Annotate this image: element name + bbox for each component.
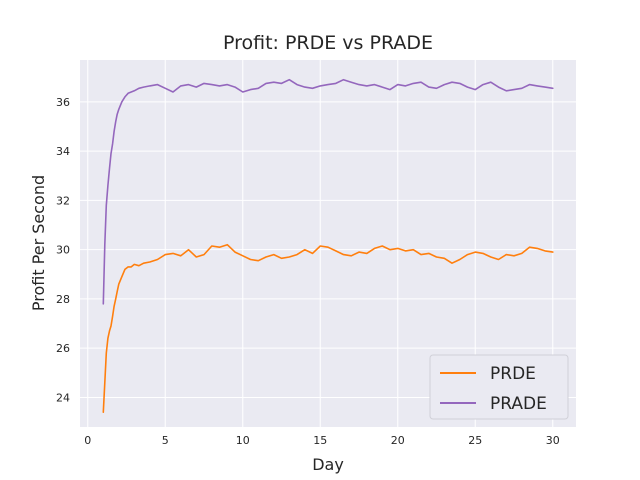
y-tick-label: 24 [56,391,70,404]
chart-title: Profit: PRDE vs PRADE [223,32,433,54]
y-tick-label: 28 [56,293,70,306]
y-tick-label: 36 [56,96,70,109]
y-axis-label: Profit Per Second [29,175,48,311]
x-tick-label: 20 [391,434,405,447]
x-tick-label: 30 [546,434,560,447]
y-tick-label: 26 [56,342,70,355]
legend: PRDE PRADE [429,354,569,420]
series-line-prde [102,243,554,414]
x-tick-label: 5 [162,434,169,447]
x-tick-label: 25 [468,434,482,447]
legend-label-prde: PRDE [490,364,536,384]
y-tick-label: 32 [56,194,70,207]
grid [80,60,576,427]
tick-labels: 0 5 10 15 20 25 30 24 26 28 30 32 34 36 [56,96,560,447]
y-tick-label: 34 [56,145,70,158]
x-tick-label: 10 [236,434,250,447]
x-tick-label: 0 [84,434,91,447]
series-layer [102,78,554,414]
legend-label-prade: PRADE [490,394,547,414]
x-axis-label: Day [312,455,344,474]
series-line-prade [102,78,554,305]
y-tick-label: 30 [56,244,70,257]
x-tick-label: 15 [313,434,327,447]
